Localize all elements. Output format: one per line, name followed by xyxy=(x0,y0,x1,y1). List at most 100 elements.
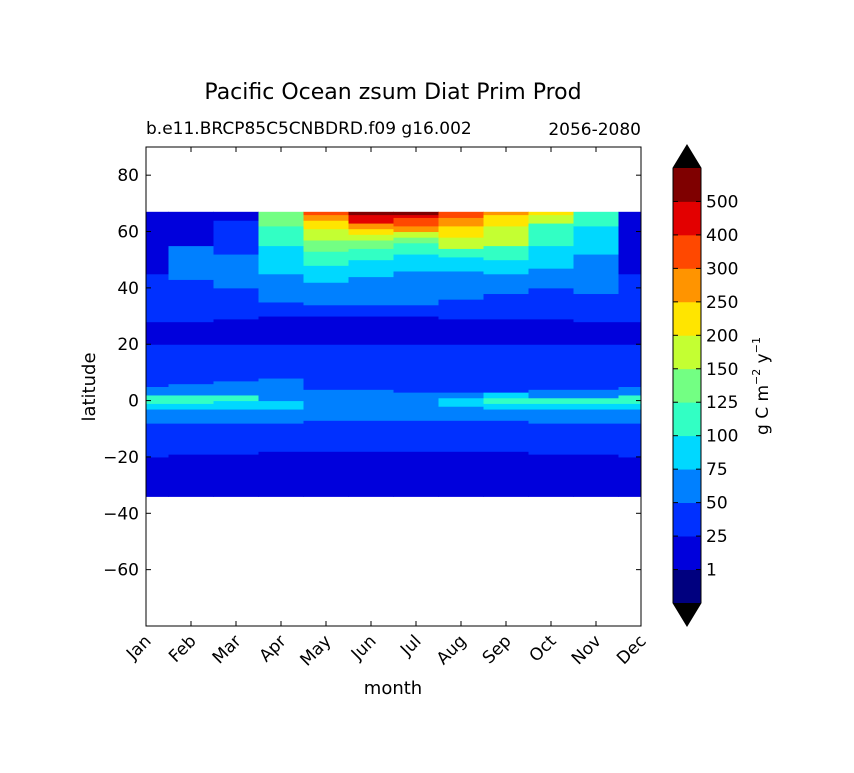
colorbar-swatch xyxy=(673,234,701,269)
contour-band xyxy=(393,242,439,255)
contour-band xyxy=(146,394,169,404)
colorbar-swatch xyxy=(673,268,701,303)
contour-band xyxy=(258,451,304,497)
contour-band xyxy=(213,409,259,424)
contour-band xyxy=(573,409,619,424)
x-tick-label: Feb xyxy=(165,631,200,666)
contour-band xyxy=(528,403,574,410)
y-tick-label: −40 xyxy=(103,504,139,524)
y-tick-label: −20 xyxy=(103,448,139,468)
contour-band xyxy=(213,380,259,396)
contour-band xyxy=(528,409,574,424)
contour-band xyxy=(303,389,349,410)
contour-band xyxy=(438,344,484,393)
contour-band xyxy=(483,293,529,320)
colorbar-swatch xyxy=(673,335,701,370)
colorbar-swatch xyxy=(673,536,701,570)
plot-area xyxy=(146,147,641,626)
contour-band xyxy=(573,423,619,455)
contour-band xyxy=(528,344,574,390)
contour-band xyxy=(483,451,529,497)
contour-band xyxy=(258,409,304,424)
contour-band xyxy=(303,228,349,241)
colorbar-tick-label: 250 xyxy=(706,293,738,313)
contour-band xyxy=(438,406,484,421)
contour-band xyxy=(438,299,484,320)
colorbar-tick-label: 125 xyxy=(706,393,738,413)
colorbar-swatch xyxy=(673,301,701,336)
contour-band xyxy=(168,409,214,424)
contour-band xyxy=(303,282,349,306)
contour-band xyxy=(573,211,619,227)
contour-band xyxy=(348,228,394,235)
contour-band xyxy=(618,423,641,458)
x-tick-label: Sep xyxy=(479,631,516,668)
contour-band xyxy=(213,318,259,345)
colorbar-extend-over xyxy=(673,145,701,168)
colorbar-swatch xyxy=(673,435,701,470)
contour-band xyxy=(213,254,259,289)
contour-band xyxy=(393,211,439,216)
contour-band xyxy=(483,259,529,275)
contour-band xyxy=(573,225,619,255)
contour-band xyxy=(348,304,394,317)
y-axis-label: latitude xyxy=(79,352,100,421)
contour-band xyxy=(483,403,529,410)
x-tick-label: Aug xyxy=(433,631,471,669)
contour-band xyxy=(348,239,394,249)
contour-band xyxy=(528,268,574,289)
contour-band xyxy=(393,420,439,452)
contour-band xyxy=(393,237,439,244)
contour-band xyxy=(438,248,484,258)
contour-band xyxy=(393,214,439,218)
y-tick-label: 80 xyxy=(117,166,139,186)
contour-band xyxy=(258,316,304,345)
contour-band xyxy=(618,409,641,424)
contour-band xyxy=(258,392,304,402)
contour-band xyxy=(573,321,619,345)
contour-band xyxy=(303,316,349,345)
colorbar-swatch xyxy=(673,569,701,604)
contour-band xyxy=(438,420,484,452)
contour-band xyxy=(348,259,394,278)
contour-band xyxy=(258,378,304,393)
contour-band xyxy=(573,397,619,404)
contour-band xyxy=(303,251,349,266)
contour-band xyxy=(483,318,529,345)
contour-band xyxy=(213,220,259,255)
contour-band xyxy=(348,248,394,261)
contour-band xyxy=(393,344,439,393)
contour-band xyxy=(303,220,349,230)
x-tick-label: Jan xyxy=(122,631,155,664)
contour-band xyxy=(146,403,169,410)
contour-band xyxy=(573,389,619,399)
colorbar-tick-label: 500 xyxy=(706,192,738,212)
contour-band xyxy=(393,316,439,345)
contour-band xyxy=(483,225,529,247)
colorbar-label-exp: −2 xyxy=(750,369,763,385)
colorbar-swatch xyxy=(673,201,701,236)
contour-band xyxy=(258,211,304,227)
contour-band xyxy=(348,276,394,306)
x-tick-label: Mar xyxy=(209,631,246,668)
chart-subtitle-right: 2056-2080 xyxy=(548,120,641,140)
colorbar-label-part: y xyxy=(753,353,773,368)
contour-band xyxy=(393,392,439,410)
contour-band xyxy=(146,386,169,396)
contour-band xyxy=(258,273,304,303)
contour-band xyxy=(303,265,349,283)
contour-band xyxy=(213,454,259,497)
contour-band xyxy=(168,321,214,345)
contour-band xyxy=(528,223,574,247)
contour-band xyxy=(528,245,574,269)
contour-band xyxy=(438,392,484,399)
contour-band xyxy=(168,211,214,247)
contour-band xyxy=(483,409,529,421)
contour-band xyxy=(528,423,574,455)
plot-frame xyxy=(145,146,642,627)
contour-band xyxy=(618,456,641,497)
contour-band xyxy=(146,456,169,497)
contour-band xyxy=(528,397,574,404)
x-tick-label: Apr xyxy=(256,631,291,666)
